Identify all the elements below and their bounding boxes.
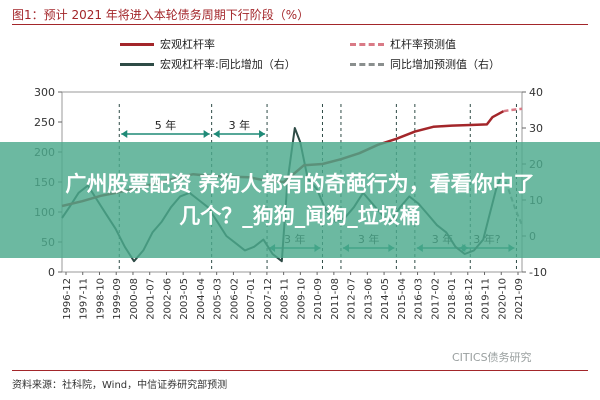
x-tick-label: 2007-01 bbox=[246, 278, 257, 320]
annotation-arrowhead-left bbox=[213, 130, 220, 138]
watermark: CITICS债务研究 bbox=[452, 351, 532, 364]
x-tick-label: 2002-06 bbox=[162, 278, 173, 320]
legend-item-leverage-forecast: 杠杆率预测值 bbox=[350, 36, 456, 52]
annotation-label: 5 年 bbox=[155, 118, 177, 132]
x-tick-label: 2005-03 bbox=[213, 278, 224, 320]
overlay-banner bbox=[0, 142, 600, 258]
x-tick-label: 2008-11 bbox=[280, 278, 291, 320]
x-tick-label: 1997-11 bbox=[79, 278, 90, 320]
x-tick-label: 2016-03 bbox=[414, 278, 425, 320]
x-tick-label: 1999-09 bbox=[112, 278, 123, 320]
x-tick-label: 2007-12 bbox=[263, 278, 274, 320]
annotation-arrowhead-right bbox=[259, 130, 266, 138]
source-note: 资料来源：社科院，Wind，中信证券研究部预测 bbox=[12, 380, 228, 391]
x-tick-label: 2020-10 bbox=[497, 278, 508, 320]
x-tick-label: 2018-12 bbox=[464, 278, 475, 320]
x-tick-label: 2018-01 bbox=[447, 278, 458, 320]
legend-label-leverage: 宏观杠杆率 bbox=[160, 38, 215, 51]
legend-item-leverage: 宏观杠杆率 bbox=[120, 36, 215, 52]
overlay-text: 广州股票配资 养狗人都有的奇葩行为，看看你中了 几个？_狗狗_闻狗_垃圾桶 bbox=[10, 168, 590, 232]
x-tick-label: 2013-06 bbox=[363, 278, 374, 320]
y-right-tick-label: 40 bbox=[529, 86, 543, 99]
legend-label-yoy: 宏观杠杆率:同比增加（右） bbox=[160, 58, 296, 71]
legend-swatch-leverage bbox=[120, 42, 154, 46]
annotation-arrowhead-left bbox=[121, 130, 128, 138]
annotation-label: 3 年 bbox=[229, 118, 251, 132]
legend: 宏观杠杆率 杠杆率预测值 宏观杠杆率:同比增加（右） 同比增加预测值（右） bbox=[120, 34, 580, 74]
legend-item-yoy: 宏观杠杆率:同比增加（右） bbox=[120, 56, 296, 72]
x-tick-label: 2015-04 bbox=[397, 278, 408, 320]
x-tick-label: 2004-04 bbox=[196, 278, 207, 320]
x-tick-label: 2021-09 bbox=[514, 278, 525, 320]
legend-label-leverage-forecast: 杠杆率预测值 bbox=[390, 38, 456, 51]
y-left-tick-label: 0 bbox=[48, 266, 55, 279]
x-tick-label: 1996-12 bbox=[62, 278, 73, 320]
chart-title: 图1：预计 2021 年将进入本轮债务周期下行阶段（%） bbox=[12, 8, 310, 22]
legend-item-yoy-forecast: 同比增加预测值（右） bbox=[350, 56, 500, 72]
x-tick-label: 2014-05 bbox=[380, 278, 391, 320]
title-rule bbox=[12, 24, 588, 25]
legend-swatch-leverage-forecast bbox=[350, 42, 384, 46]
x-tick-label: 2003-05 bbox=[179, 278, 190, 320]
x-tick-label: 2012-07 bbox=[347, 278, 358, 320]
x-tick-label: 2001-07 bbox=[146, 278, 157, 320]
x-tick-label: 2017-02 bbox=[430, 278, 441, 320]
y-left-tick-label: 250 bbox=[34, 116, 55, 129]
annotation-arrowhead-right bbox=[203, 130, 210, 138]
x-tick-label: 2019-11 bbox=[481, 278, 492, 320]
x-tick-label: 2006-02 bbox=[229, 278, 240, 320]
x-tick-label: 2000-08 bbox=[129, 278, 140, 320]
legend-swatch-yoy bbox=[120, 62, 154, 66]
series-leverage-forecast bbox=[503, 107, 523, 113]
x-tick-label: 2009-10 bbox=[296, 278, 307, 320]
legend-label-yoy-forecast: 同比增加预测值（右） bbox=[390, 58, 500, 71]
legend-swatch-yoy-forecast bbox=[350, 62, 384, 66]
overlay-line-2: 几个？_狗狗_闻狗_垃圾桶 bbox=[179, 204, 421, 228]
y-right-tick-label: 30 bbox=[529, 122, 543, 135]
x-tick-label: 2010-09 bbox=[313, 278, 324, 320]
x-tick-label: 1998-10 bbox=[95, 278, 106, 320]
y-left-tick-label: 300 bbox=[34, 86, 55, 99]
x-tick-label: 2011-08 bbox=[330, 278, 341, 320]
overlay-line-1: 广州股票配资 养狗人都有的奇葩行为，看看你中了 bbox=[65, 172, 535, 196]
y-right-tick-label: -10 bbox=[529, 266, 547, 279]
title-bar: 图1：预计 2021 年将进入本轮债务周期下行阶段（%） bbox=[0, 0, 600, 26]
footer-rule bbox=[12, 370, 588, 371]
